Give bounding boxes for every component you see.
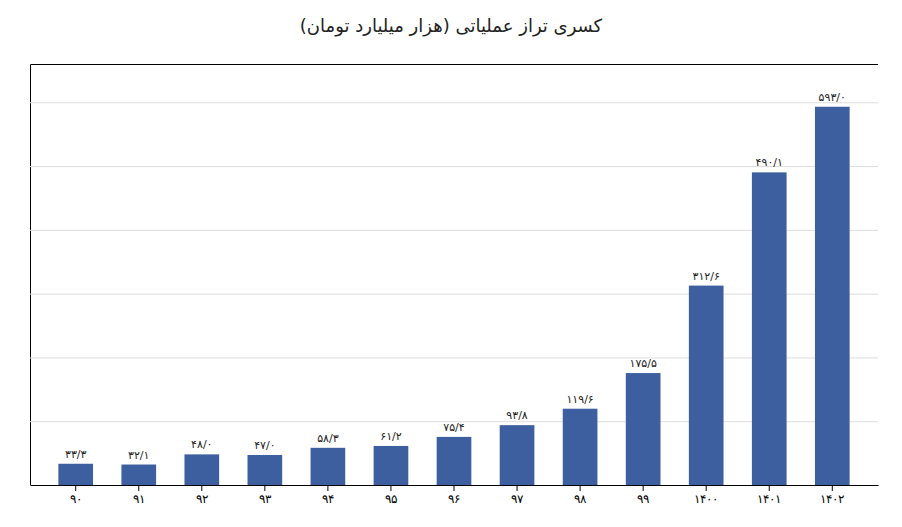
- x-tick-mark: [201, 485, 202, 491]
- x-tick-label: ۱۴۰۲: [820, 492, 844, 506]
- bar: [121, 465, 156, 485]
- x-tick-label: ۹۳: [259, 492, 272, 506]
- bar: [500, 425, 535, 485]
- y-tick: [30, 166, 878, 167]
- x-tick: ۹۶: [448, 485, 460, 506]
- data-label: ۴۸/۰: [191, 438, 212, 451]
- bar: [752, 172, 787, 485]
- data-label: ۳۱۲/۶: [693, 270, 720, 283]
- x-tick-mark: [832, 485, 833, 491]
- x-tick-label: ۹۷: [511, 492, 524, 506]
- x-tick-label: ۹۶: [448, 492, 460, 506]
- x-tick-label: ۹۸: [574, 492, 587, 506]
- data-label: ۴۷/۰: [254, 439, 275, 452]
- bar: [374, 446, 409, 485]
- x-tick-mark: [454, 485, 455, 491]
- data-label: ۳۳/۳: [65, 448, 87, 461]
- x-tick-mark: [517, 485, 518, 491]
- bar: [184, 454, 219, 485]
- x-tick: ۹۰: [70, 485, 82, 506]
- x-tick-mark: [75, 485, 76, 491]
- x-tick-mark: [264, 485, 265, 491]
- grid-line: [30, 294, 878, 295]
- title: کسری تراز عملیاتی (هزار میلیارد تومان): [300, 15, 603, 37]
- bar: [311, 448, 346, 485]
- x-tick: ۹۹: [637, 485, 649, 506]
- x-tick-mark: [390, 485, 391, 491]
- x-tick-mark: [706, 485, 707, 491]
- x-tick-label: ۱۴۰۰: [694, 492, 718, 506]
- bar: [437, 437, 472, 485]
- grid-line: [30, 357, 878, 358]
- data-label: ۳۲/۱: [128, 449, 149, 462]
- x-tick: ۹۴: [322, 485, 334, 506]
- bar: [58, 464, 93, 485]
- x-tick: ۹۷: [511, 485, 524, 506]
- data-label: ۷۵/۴: [443, 421, 465, 434]
- data-label: ۹۳/۸: [506, 409, 528, 422]
- x-tick: ۱۴۰۰: [694, 485, 718, 506]
- data-label: ۶۱/۲: [380, 430, 402, 443]
- x-tick-label: ۱۴۰۱: [757, 492, 781, 506]
- x-tick-label: ۹۹: [637, 492, 649, 506]
- data-label: ۴۹۰/۱: [756, 156, 783, 169]
- x-tick-label: ۹۲: [196, 492, 208, 506]
- y-tick: [30, 357, 878, 358]
- x-tick: ۹۸: [574, 485, 587, 506]
- x-tick-mark: [643, 485, 644, 491]
- x-tick-label: ۹۱: [133, 492, 145, 506]
- x-tick-label: ۹۴: [322, 492, 334, 506]
- chart: ۹۰ ۹۱ ۹۲ ۹۳ ۹۴ ۹۵ ۹۶ ۹۷ ۹۸ ۹۹ ۱۴۰۰ ۱۴۰۱ ۱۴۰۲ ۳۳/۳ ۳۲/۱…: [0, 0, 902, 527]
- x-tick-mark: [138, 485, 139, 491]
- bar: [248, 455, 283, 485]
- x-tick-mark: [327, 485, 328, 491]
- grid-line: [30, 102, 878, 103]
- x-tick-mark: [580, 485, 581, 491]
- x-tick: ۹۵: [385, 485, 397, 506]
- y-axis: [30, 65, 878, 486]
- data-label: ۵۹۳/۰: [819, 91, 846, 104]
- y-tick: [30, 294, 878, 295]
- data-label: ۱۱۹/۶: [566, 393, 593, 406]
- x-tick-label: ۹۵: [385, 492, 397, 506]
- y-tick: [30, 230, 878, 231]
- x-tick: ۱۴۰۲: [820, 485, 844, 506]
- y-axis-line: [31, 65, 879, 486]
- bar: [689, 286, 724, 485]
- grid-line: [30, 166, 878, 167]
- data-labels: ۳۳/۳ ۳۲/۱ ۴۸/۰ ۴۷/۰ ۵۸/۳ ۶۱/۲ ۷۵/۴ ۹۳/۸ ۱۱۹/۶ ۱۷۵…: [65, 91, 846, 462]
- data-label: ۵۸/۳: [317, 432, 339, 445]
- bars: [58, 107, 849, 485]
- x-tick: ۹۳: [259, 485, 272, 506]
- bar: [626, 373, 661, 485]
- x-tick: ۱۴۰۱: [757, 485, 781, 506]
- x-axis: ۹۰ ۹۱ ۹۲ ۹۳ ۹۴ ۹۵ ۹۶ ۹۷ ۹۸ ۹۹ ۱۴۰۰ ۱۴۰۱ ۱۴۰۲: [31, 485, 879, 506]
- bar: [815, 107, 850, 485]
- x-tick: ۹۲: [196, 485, 208, 506]
- grid-line: [30, 230, 878, 231]
- x-tick: ۹۱: [133, 485, 145, 506]
- bar: [563, 409, 598, 485]
- x-tick-mark: [769, 485, 770, 491]
- x-tick-label: ۹۰: [70, 492, 82, 506]
- data-label: ۱۷۵/۵: [629, 357, 656, 370]
- y-tick: [30, 102, 878, 103]
